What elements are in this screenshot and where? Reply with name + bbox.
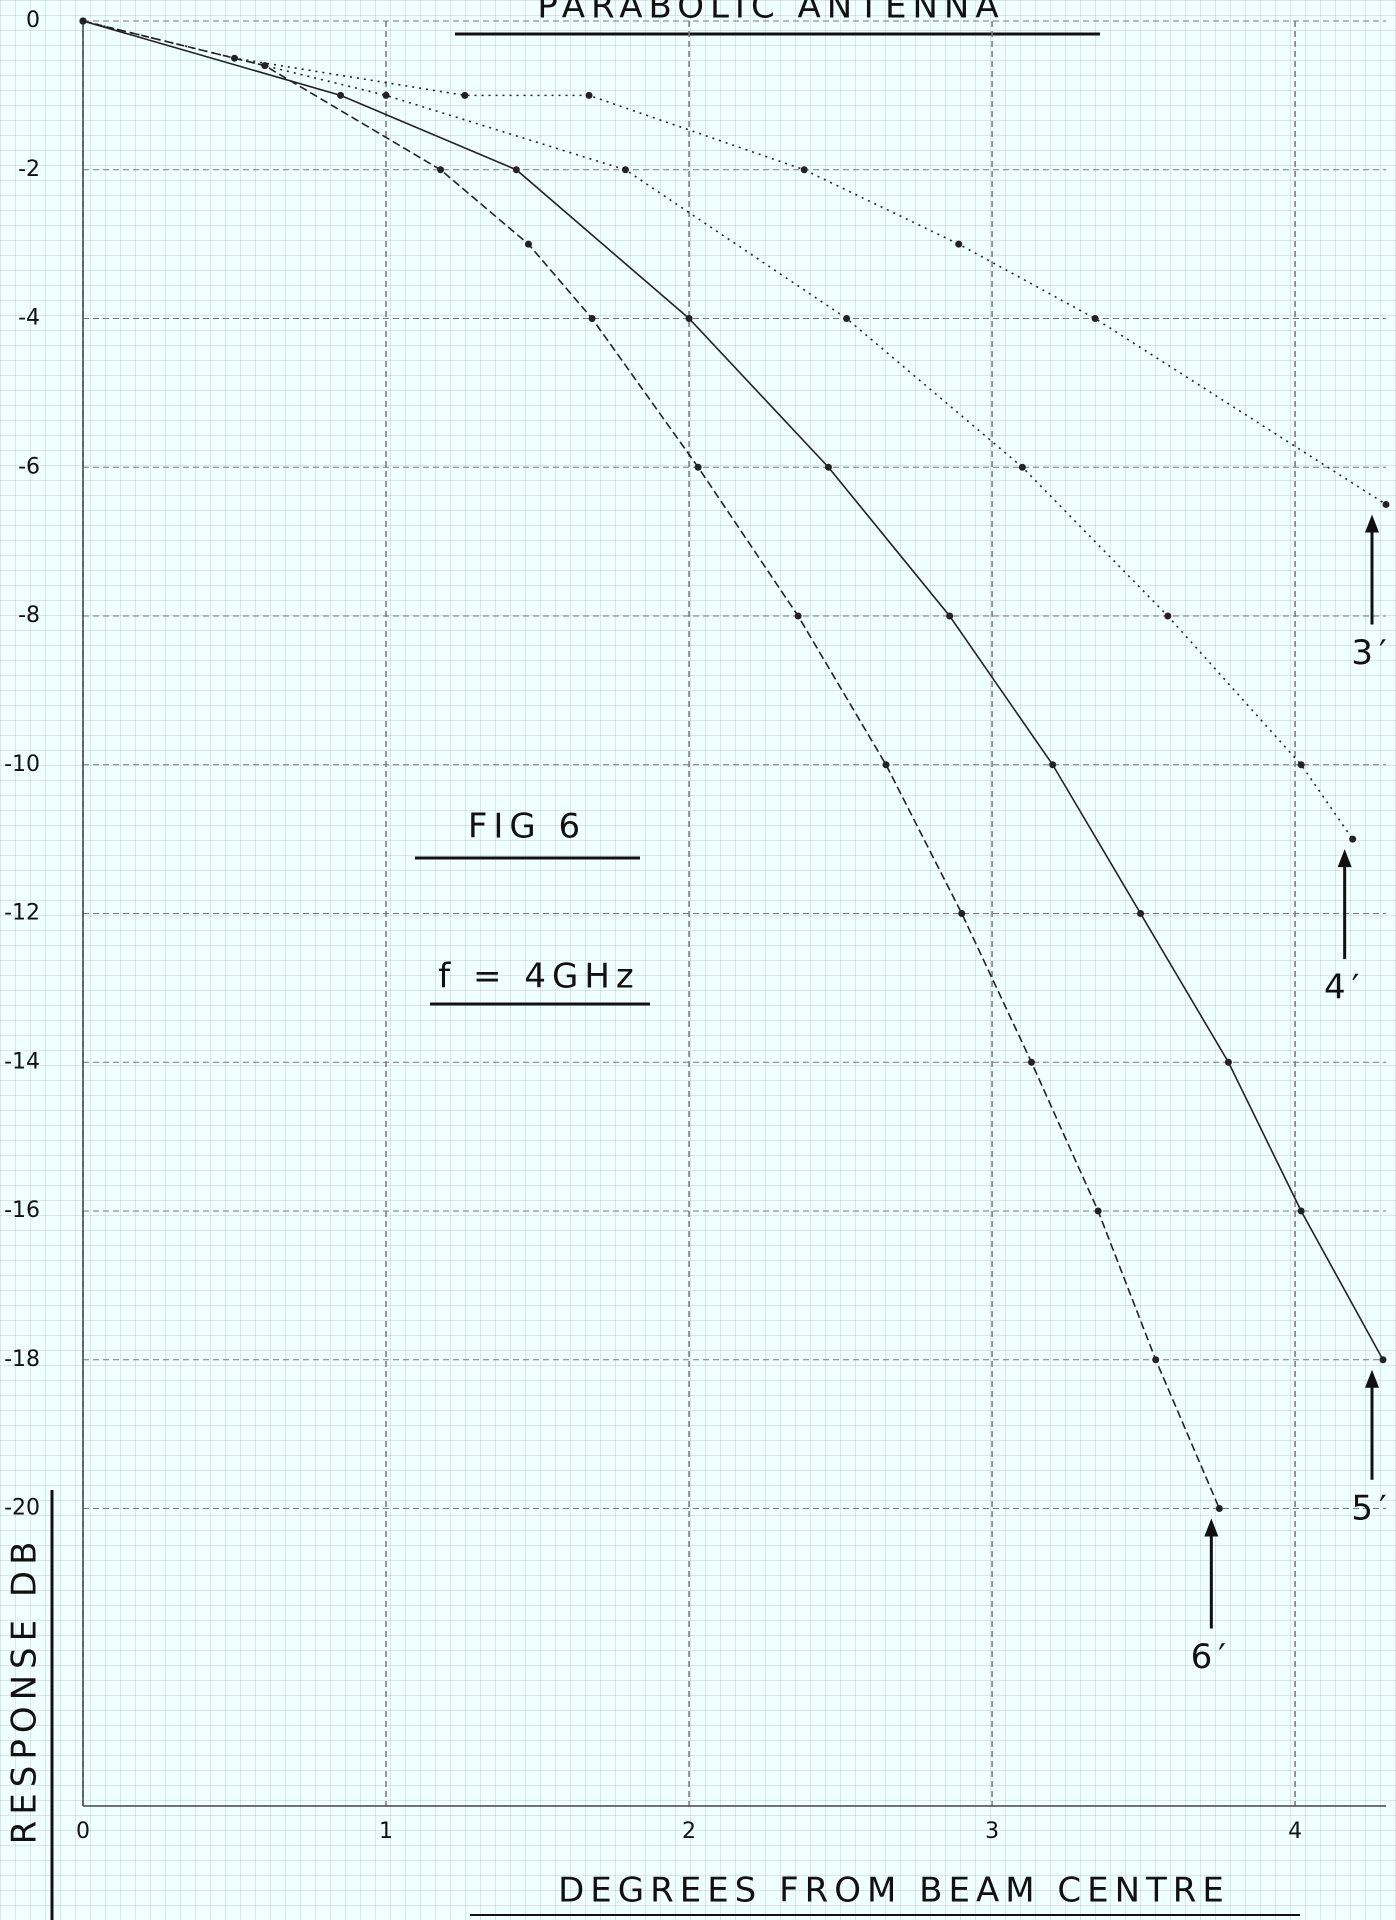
data-point — [955, 241, 962, 248]
series-label: 3′ — [1351, 633, 1392, 673]
data-point — [1216, 1505, 1223, 1512]
annotation: f = 4GHz — [438, 957, 639, 997]
data-point — [383, 92, 390, 99]
data-point — [795, 613, 802, 620]
arrow-head — [1365, 1370, 1379, 1388]
data-point — [622, 166, 629, 173]
data-point — [1164, 613, 1171, 620]
data-point — [1225, 1059, 1232, 1066]
series-label: 4′ — [1324, 968, 1365, 1008]
data-point — [1049, 761, 1056, 768]
series-line — [83, 21, 1386, 504]
data-point — [1137, 910, 1144, 917]
y-tick-label: -20 — [4, 1496, 40, 1521]
data-point — [1298, 1208, 1305, 1215]
y-tick-label: -18 — [4, 1347, 40, 1372]
x-axis-label: DEGREES FROM BEAM CENTRE — [558, 1871, 1230, 1911]
data-point — [1152, 1356, 1159, 1363]
data-point — [1379, 1356, 1386, 1363]
data-point — [1019, 464, 1026, 471]
data-point — [1349, 836, 1356, 843]
arrow-head — [1365, 514, 1379, 532]
y-tick-label: -10 — [4, 752, 40, 777]
arrow-head — [1338, 849, 1352, 867]
data-point — [958, 910, 965, 917]
data-point — [589, 315, 596, 322]
y-tick-label: -4 — [18, 306, 40, 331]
y-tick-label: -12 — [4, 901, 40, 926]
x-tick-label: 0 — [76, 1819, 90, 1844]
data-point — [1095, 1208, 1102, 1215]
y-tick-label: -6 — [18, 454, 40, 479]
y-tick-label: -8 — [18, 603, 40, 628]
y-tick-label: -2 — [18, 157, 40, 182]
x-tick-label: 4 — [1288, 1819, 1302, 1844]
data-point — [946, 613, 953, 620]
data-point — [513, 166, 520, 173]
data-point — [801, 166, 808, 173]
data-point — [80, 18, 87, 25]
y-tick-label: -16 — [4, 1198, 40, 1223]
data-point — [337, 92, 344, 99]
x-tick-label: 2 — [682, 1819, 696, 1844]
data-point — [686, 315, 693, 322]
data-point — [1092, 315, 1099, 322]
series-label: 6′ — [1191, 1637, 1232, 1677]
series-label: 5′ — [1351, 1488, 1392, 1528]
y-tick-label: 0 — [26, 8, 40, 33]
annotation: FIG 6 — [468, 807, 586, 847]
y-axis-label: RESPONSE DB — [5, 1536, 45, 1845]
data-point — [525, 241, 532, 248]
data-point — [883, 761, 890, 768]
chart: PARABOLIC ANTENNA FIG 6 f = 4GHz DEGREES… — [0, 0, 1396, 1920]
data-point — [825, 464, 832, 471]
y-tick-label: -14 — [4, 1049, 40, 1074]
data-point — [461, 92, 468, 99]
x-tick-label: 3 — [985, 1819, 999, 1844]
data-point — [437, 166, 444, 173]
arrow-head — [1204, 1519, 1218, 1537]
series-line — [83, 21, 1353, 839]
data-point — [695, 464, 702, 471]
series-line — [83, 21, 1383, 1360]
data-point — [1298, 761, 1305, 768]
data-point — [261, 62, 268, 69]
data-point — [1028, 1059, 1035, 1066]
chart-title: PARABOLIC ANTENNA — [537, 0, 1004, 27]
x-tick-label: 1 — [379, 1819, 393, 1844]
data-point — [843, 315, 850, 322]
data-point — [1383, 501, 1390, 508]
data-point — [586, 92, 593, 99]
